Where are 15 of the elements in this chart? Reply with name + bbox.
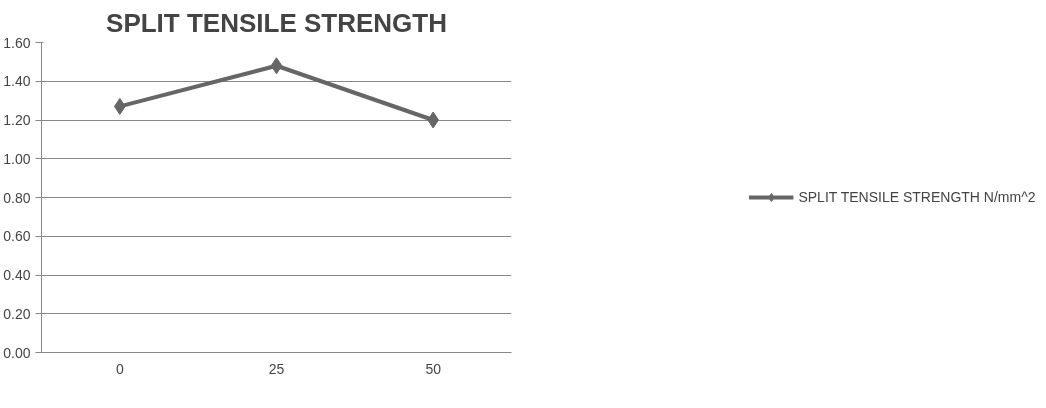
chart-title: SPLIT TENSILE STRENGTH <box>106 7 447 38</box>
point <box>270 57 283 75</box>
x-tick-label: 0 <box>115 360 124 377</box>
y-tick-label: 1.40 <box>3 73 31 90</box>
legend-label: SPLIT TENSILE STRENGTH N/mm^2 <box>798 189 1036 205</box>
y-tick-label: 0.20 <box>3 305 31 322</box>
y-tick-label: 0.80 <box>3 189 31 206</box>
y-tick-label: 1.60 <box>3 34 31 51</box>
x-tick-label: 25 <box>268 360 285 377</box>
y-tick-label: 1.20 <box>3 112 31 128</box>
y-tick-label: 0.60 <box>3 228 31 245</box>
x-tick-label: 50 <box>425 360 442 377</box>
y-tick-label: 0.00 <box>3 344 31 361</box>
y-tick-label: 1.00 <box>3 150 31 167</box>
y-tick-label: 0.40 <box>3 267 31 283</box>
